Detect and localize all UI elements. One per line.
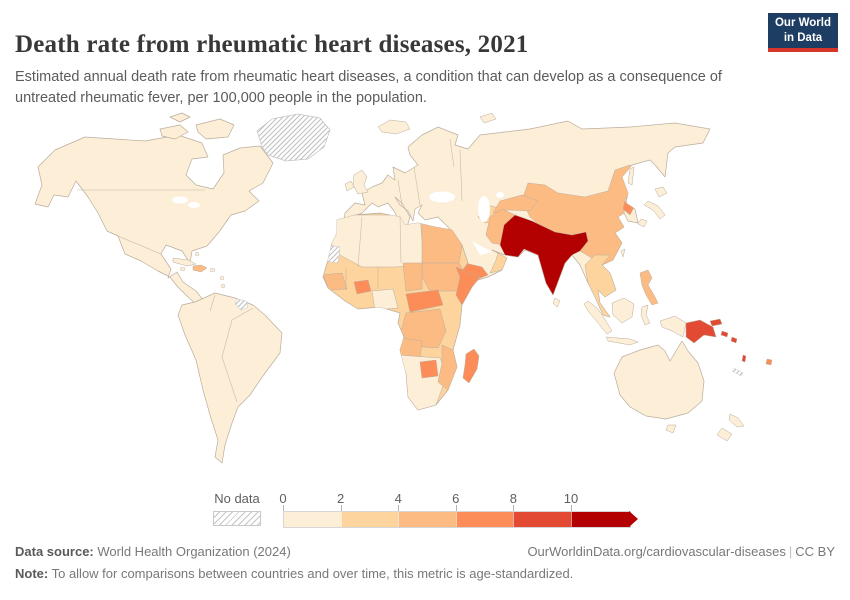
map-region-haiti[interactable] (192, 264, 208, 273)
map-region-south-america[interactable] (177, 292, 283, 464)
map-region-indonesia[interactable] (583, 297, 687, 346)
map-region-french-guiana[interactable] (234, 298, 249, 311)
great-lakes-east (188, 202, 200, 208)
legend-tick-mark (513, 505, 515, 512)
legend-tick-mark (283, 505, 284, 512)
map-region-japan[interactable] (637, 186, 668, 228)
map-region-new-caledonia[interactable] (731, 367, 744, 377)
legend-tick-4: 4 (394, 491, 402, 506)
legend-no-data-swatch[interactable] (213, 511, 261, 526)
country-borders (77, 138, 463, 403)
black-sea (429, 191, 455, 203)
map-region-ireland[interactable] (344, 180, 355, 192)
legend-tick-0: 0 (279, 491, 287, 506)
footer-url-link[interactable]: OurWorldinData.org/cardiovascular-diseas… (527, 544, 786, 559)
footer-datasource: Data source: World Health Organization (… (15, 544, 291, 559)
legend-arrow-cap[interactable] (629, 510, 638, 527)
legend-bin-2-4[interactable] (340, 512, 400, 527)
map-region-arctic-islands-eurasia[interactable] (479, 112, 497, 124)
map-region-sri-lanka[interactable] (552, 297, 561, 308)
footer: Data source: World Health Organization (… (15, 544, 835, 559)
map-region-chad[interactable] (402, 262, 423, 292)
map-region-zimbabwe[interactable] (419, 359, 439, 379)
persian-gulf (472, 241, 492, 255)
legend-tick-8: 8 (509, 491, 518, 506)
owid-logo-line1: Our World (774, 17, 831, 30)
owid-logo-stripe (768, 48, 838, 52)
footer-attribution: OurWorldinData.org/cardiovascular-diseas… (527, 544, 835, 559)
note-value: To allow for comparisons between countri… (48, 566, 574, 581)
map-region-iceland[interactable] (377, 119, 411, 135)
map-region-new-zealand[interactable] (716, 413, 745, 442)
map-region-solomon-islands[interactable] (720, 330, 738, 344)
datasource-value: World Health Organization (2024) (93, 544, 291, 559)
legend-tick-mark (398, 505, 400, 512)
map-region-australia[interactable] (613, 340, 705, 420)
legend-tick-6: 6 (452, 491, 460, 506)
page-title: Death rate from rheumatic heart diseases… (15, 30, 529, 58)
map-region-vanuatu[interactable] (741, 354, 747, 363)
map-region-greenland[interactable] (256, 113, 331, 162)
legend-tick-mark (571, 505, 572, 512)
page-subtitle: Estimated annual death rate from rheumat… (15, 68, 722, 106)
inland-seas (429, 191, 504, 320)
map-region-central-african-republic[interactable] (405, 289, 444, 313)
map-region-cuba[interactable] (172, 257, 197, 267)
footer-divider: | (788, 544, 793, 559)
legend-bin-8-10[interactable] (513, 512, 572, 527)
map-region-south-asia[interactable] (499, 214, 589, 296)
legend-bin-6-8[interactable] (455, 512, 515, 527)
footer-license[interactable]: CC BY (795, 544, 835, 559)
map-region-taiwan[interactable] (620, 248, 626, 258)
owid-logo[interactable]: Our World in Data (768, 13, 838, 52)
owid-logo-box: Our World in Data (768, 13, 838, 48)
owid-logo-line2: in Data (783, 31, 823, 44)
map-region-tasmania[interactable] (665, 424, 677, 434)
legend-bin-0-2[interactable] (284, 512, 342, 527)
legend-tick-mark (340, 505, 342, 512)
world-map (34, 112, 773, 464)
caspian-sea (478, 196, 490, 222)
map-region-uzbekistan[interactable] (492, 194, 539, 214)
legend-bin-10plus[interactable] (570, 512, 630, 527)
legend-tick-10: 10 (563, 491, 579, 506)
map-region-western-sahara[interactable] (323, 244, 341, 264)
map-region-philippines[interactable] (639, 269, 659, 306)
map-region-sakhalin[interactable] (627, 166, 635, 186)
map-region-senegal-guinea[interactable] (323, 272, 348, 291)
map-region-madagascar[interactable] (462, 348, 480, 384)
map-region-nigeria[interactable] (371, 288, 399, 311)
aral-sea (496, 192, 504, 198)
map-region-mozambique[interactable] (437, 344, 458, 391)
map-region-burkina-faso[interactable] (353, 279, 372, 295)
legend-no-data-label: No data (214, 491, 260, 506)
map-region-arctic-islands[interactable] (159, 112, 235, 140)
note-label: Note: (15, 566, 49, 581)
world-map-container (10, 105, 840, 490)
great-lakes (172, 196, 188, 204)
footer-note: Note: To allow for comparisons between c… (15, 566, 835, 581)
map-region-fiji[interactable] (765, 358, 773, 366)
legend-tick-2: 2 (336, 491, 345, 506)
map-region-north-america[interactable] (34, 134, 274, 306)
map-region-uk[interactable] (352, 169, 369, 195)
map-region-papua-new-guinea[interactable] (685, 318, 723, 344)
datasource-label: Data source: (15, 544, 94, 559)
legend-tick-mark (455, 505, 457, 512)
map-region-caribbean[interactable] (179, 251, 226, 289)
legend-bin-4-6[interactable] (398, 512, 457, 527)
legend-color-bar (283, 511, 631, 528)
map-region-somalia[interactable] (455, 266, 480, 306)
